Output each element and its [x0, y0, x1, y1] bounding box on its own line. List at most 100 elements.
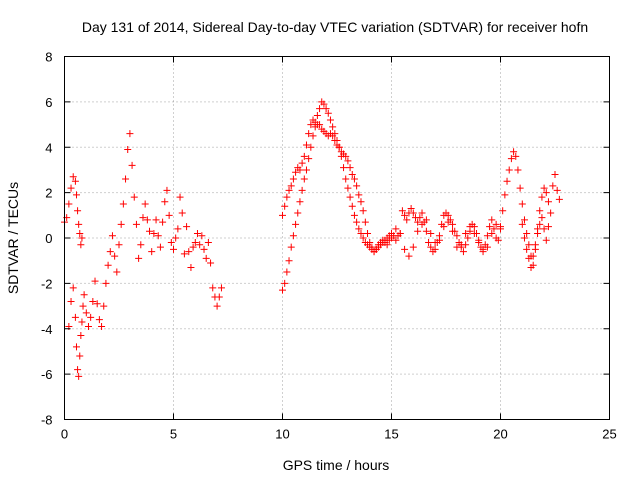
data-point: [553, 186, 561, 194]
data-point: [449, 227, 457, 235]
data-point: [544, 198, 552, 206]
data-point: [67, 184, 75, 192]
data-point: [98, 322, 106, 330]
data-point: [357, 198, 365, 206]
y-tick-label: -4: [41, 322, 53, 337]
data-point: [74, 207, 82, 215]
data-point: [132, 220, 140, 228]
data-point: [364, 229, 372, 237]
data-point: [348, 170, 356, 178]
data-point: [285, 257, 293, 265]
data-point: [497, 225, 504, 233]
data-point: [287, 182, 295, 190]
data-point: [355, 191, 363, 199]
data-point: [100, 302, 108, 310]
data-point: [335, 143, 343, 151]
data-point: [492, 220, 500, 228]
data-point: [305, 155, 313, 163]
data-point: [113, 268, 121, 276]
data-point: [431, 239, 439, 247]
data-point: [322, 105, 330, 113]
data-point: [285, 186, 293, 194]
data-point: [172, 234, 180, 242]
data-point: [551, 170, 559, 178]
y-tick-label: -8: [41, 413, 53, 428]
data-point: [104, 261, 112, 269]
data-point: [130, 193, 138, 201]
data-point: [296, 198, 304, 206]
data-point: [479, 245, 487, 253]
x-tick-label: 15: [384, 427, 398, 442]
data-point: [494, 236, 502, 244]
data-point: [534, 229, 542, 237]
data-point: [204, 239, 212, 247]
data-point: [200, 245, 208, 253]
data-point: [135, 254, 143, 262]
data-point: [346, 164, 354, 172]
data-point: [283, 193, 291, 201]
data-point: [78, 318, 86, 326]
x-tick-label: 10: [275, 427, 289, 442]
data-point: [119, 200, 127, 208]
data-point: [198, 232, 206, 240]
data-point: [414, 218, 422, 226]
data-point: [75, 372, 83, 380]
data-point: [523, 229, 531, 237]
data-point: [333, 136, 341, 144]
data-point: [191, 239, 199, 247]
data-point: [440, 223, 448, 231]
data-point: [77, 332, 85, 340]
y-axis-label: SDTVAR / TECUs: [5, 182, 21, 294]
data-point: [84, 322, 92, 330]
data-point: [488, 229, 496, 237]
data-point: [180, 250, 188, 258]
data-point: [80, 291, 88, 299]
data-point: [193, 229, 201, 237]
y-tick-label: 6: [45, 95, 52, 110]
data-point: [76, 229, 84, 237]
data-point: [409, 209, 417, 217]
data-point: [213, 302, 221, 310]
data-point: [350, 211, 358, 219]
data-point: [401, 211, 409, 219]
data-point: [152, 216, 160, 224]
data-point: [392, 236, 400, 244]
data-point: [383, 241, 391, 249]
data-point: [407, 205, 415, 213]
data-point: [483, 243, 491, 251]
y-tick-label: 0: [45, 231, 52, 246]
data-point: [444, 211, 452, 219]
data-point: [316, 121, 324, 129]
data-point: [167, 239, 175, 247]
chart-title: Day 131 of 2014, Sidereal Day-to-day VTE…: [82, 19, 588, 35]
data-point: [464, 234, 472, 242]
data-point: [298, 159, 306, 167]
data-point: [427, 243, 435, 251]
data-point: [538, 214, 546, 222]
data-point: [527, 263, 535, 271]
y-tick-labels: -8 -6 -4 -2 0 2 4 6 8: [41, 50, 53, 428]
x-tick-label: 5: [170, 427, 177, 442]
data-point: [128, 161, 136, 169]
data-point: [137, 241, 145, 249]
data-point: [488, 216, 496, 224]
data-point: [69, 173, 77, 181]
data-point: [122, 175, 130, 183]
data-point: [316, 105, 324, 113]
data-point: [422, 216, 430, 224]
data-point: [71, 313, 79, 321]
data-point: [183, 223, 191, 231]
data-point: [416, 214, 424, 222]
data-point: [196, 241, 204, 249]
data-point: [67, 298, 75, 306]
data-point: [143, 216, 151, 224]
axis-ticks: [64, 56, 610, 420]
data-point: [289, 175, 297, 183]
data-point: [449, 220, 457, 228]
data-point: [217, 284, 225, 292]
x-tick-label: 25: [602, 427, 616, 442]
data-point: [523, 245, 531, 253]
data-point: [486, 223, 494, 231]
data-point: [163, 186, 171, 194]
data-point: [342, 175, 350, 183]
